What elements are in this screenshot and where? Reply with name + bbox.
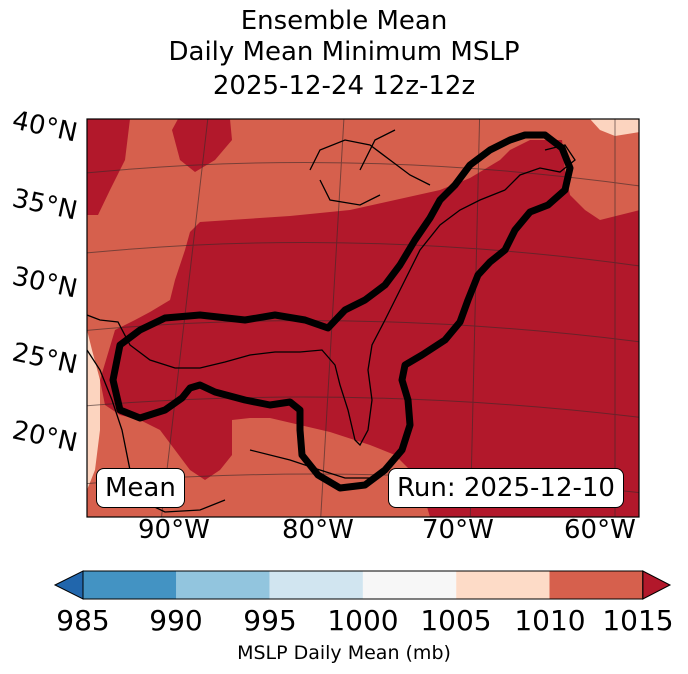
- field-ge-1015-west: [87, 119, 130, 215]
- title-line-1: Ensemble Mean: [240, 6, 448, 36]
- run-box: Run: 2025-12-10: [388, 468, 624, 508]
- colorbar-tick-1015: 1015: [602, 604, 674, 637]
- colorbar-bin-990: [176, 571, 270, 599]
- colorbar-extend-low: [53, 570, 84, 600]
- colorbar-bin-1010: [549, 571, 643, 599]
- field-ge-1015-nw: [172, 119, 232, 172]
- title-line-3: 2025-12-24 12z-12z: [212, 71, 476, 101]
- field-lt-1005-mexico: [87, 330, 100, 490]
- colorbar-tick-1010: 1010: [514, 604, 586, 637]
- colorbar-bin-1000: [362, 571, 457, 599]
- lon-label-70: 70°W: [422, 515, 494, 545]
- colorbar-extend-high: [642, 570, 672, 600]
- lon-label-60: 60°W: [564, 515, 636, 545]
- mean-box: Mean: [96, 468, 185, 508]
- colorbar-tick-985: 985: [56, 604, 110, 637]
- title-line-2: Daily Mean Minimum MSLP: [168, 37, 520, 67]
- map-frame: [86, 118, 640, 518]
- colorbar-bin-1005: [456, 571, 550, 599]
- field-1010-cutout-ne: [560, 119, 639, 220]
- field-ge-1015-main: [100, 140, 639, 517]
- colorbar-label: MSLP Daily Mean (mb): [237, 642, 451, 664]
- contour-line: [109, 131, 574, 492]
- colorbar-bin-995: [269, 571, 363, 599]
- colorbar-tick-1000: 1000: [327, 604, 399, 637]
- colorbar-bin-985: [83, 571, 177, 599]
- colorbar-tick-1005: 1005: [420, 604, 492, 637]
- lon-label-90: 90°W: [138, 515, 210, 545]
- lon-label-80: 80°W: [282, 515, 354, 545]
- colorbar-tick-995: 995: [243, 604, 297, 637]
- colorbar-tick-990: 990: [149, 604, 203, 637]
